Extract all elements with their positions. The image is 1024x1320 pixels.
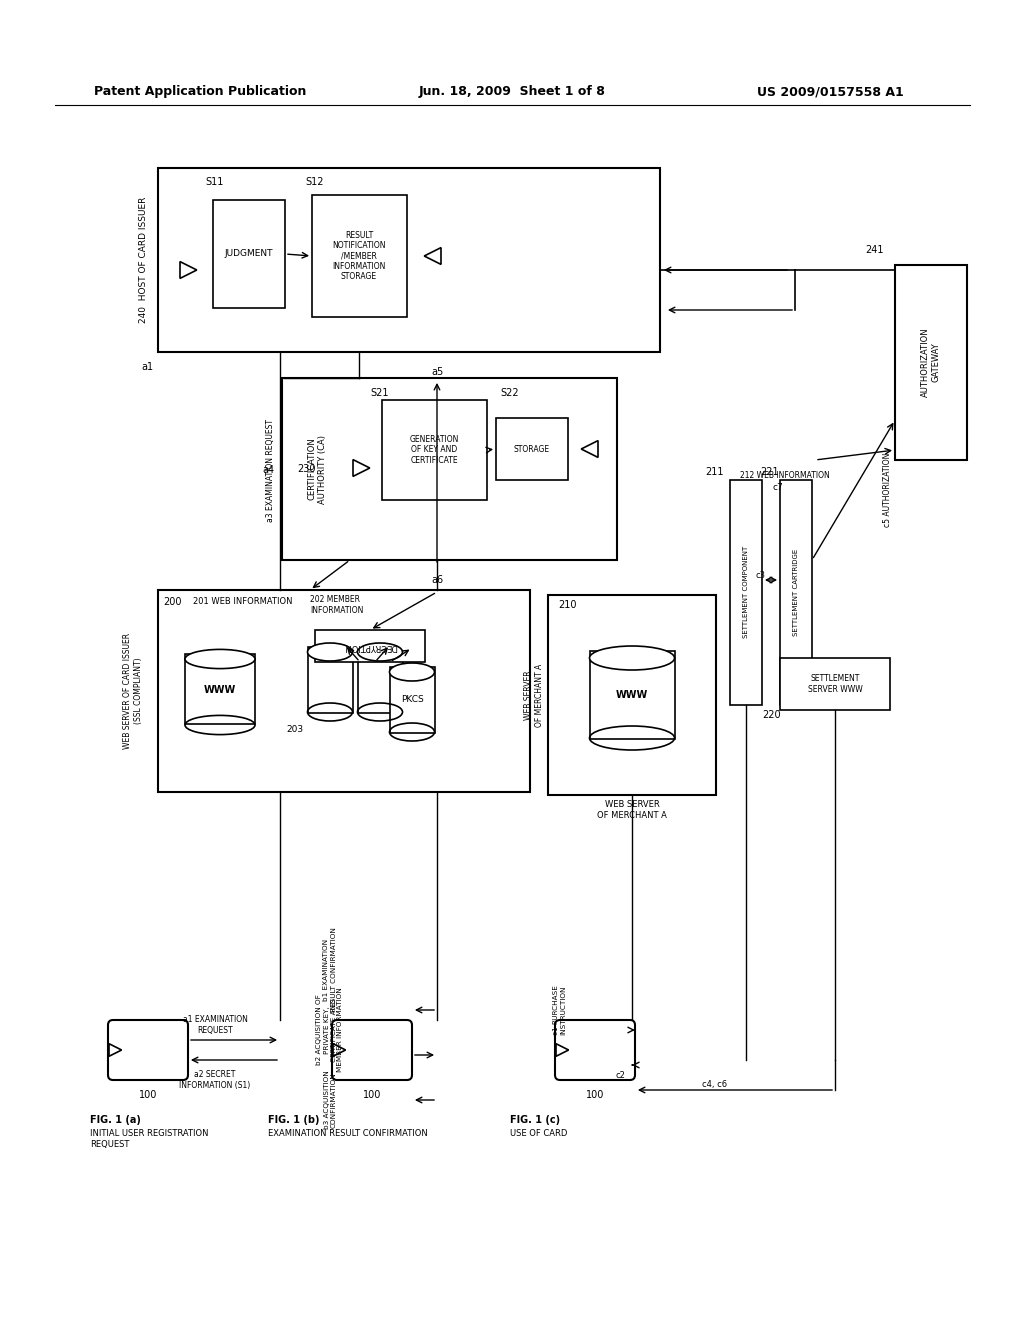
Bar bbox=[590, 651, 675, 739]
Bar bbox=[158, 168, 660, 352]
Text: US 2009/0157558 A1: US 2009/0157558 A1 bbox=[757, 86, 903, 99]
Bar bbox=[185, 653, 255, 725]
Text: a6: a6 bbox=[431, 576, 443, 585]
Text: 240  HOST OF CARD ISSUER: 240 HOST OF CARD ISSUER bbox=[138, 197, 147, 323]
Text: 100: 100 bbox=[586, 1090, 604, 1100]
Text: S12: S12 bbox=[305, 177, 324, 187]
Ellipse shape bbox=[389, 663, 434, 681]
FancyBboxPatch shape bbox=[332, 1020, 412, 1080]
Text: SETTLEMENT COMPONENT: SETTLEMENT COMPONENT bbox=[743, 546, 749, 638]
Text: c2: c2 bbox=[615, 1071, 625, 1080]
Text: INITIAL USER REGISTRATION: INITIAL USER REGISTRATION bbox=[90, 1129, 209, 1138]
Bar bbox=[730, 480, 762, 705]
Text: CERTIFICATION
AUTHORITY (CA): CERTIFICATION AUTHORITY (CA) bbox=[307, 434, 327, 503]
Bar bbox=[158, 590, 530, 792]
Text: SETTLEMENT
SERVER WWW: SETTLEMENT SERVER WWW bbox=[808, 675, 862, 694]
Text: FIG. 1 (c): FIG. 1 (c) bbox=[510, 1115, 560, 1125]
Bar bbox=[382, 400, 487, 500]
Ellipse shape bbox=[357, 643, 402, 661]
Text: b2 ACQUISITION OF
PRIVATE KEY,
CERTIFICATE AND
MEMBER INFORMATION: b2 ACQUISITION OF PRIVATE KEY, CERTIFICA… bbox=[316, 987, 343, 1072]
Text: c7: c7 bbox=[773, 483, 783, 492]
Text: a4: a4 bbox=[262, 465, 274, 475]
Text: a5: a5 bbox=[431, 367, 443, 378]
Text: USE OF CARD: USE OF CARD bbox=[510, 1129, 567, 1138]
Bar bbox=[282, 378, 617, 560]
Bar bbox=[496, 418, 568, 480]
Text: 221: 221 bbox=[761, 467, 779, 477]
Text: b3 ACQUISITION
CONFIRMATION: b3 ACQUISITION CONFIRMATION bbox=[324, 1071, 337, 1130]
Text: c4, c6: c4, c6 bbox=[702, 1081, 728, 1089]
Text: 100: 100 bbox=[362, 1090, 381, 1100]
Text: a2 SECRET
INFORMATION (S1): a2 SECRET INFORMATION (S1) bbox=[179, 1071, 251, 1090]
Text: FIG. 1 (b): FIG. 1 (b) bbox=[268, 1115, 319, 1125]
Text: c5 AUTHORIZATION: c5 AUTHORIZATION bbox=[883, 453, 892, 527]
Text: DECRYPTION: DECRYPTION bbox=[343, 642, 397, 651]
Bar bbox=[312, 195, 407, 317]
Text: a1 EXAMINATION
REQUEST: a1 EXAMINATION REQUEST bbox=[182, 1015, 248, 1035]
Text: 200: 200 bbox=[163, 597, 181, 607]
Text: WWW: WWW bbox=[204, 685, 237, 696]
Text: STORAGE: STORAGE bbox=[514, 445, 550, 454]
Bar bbox=[315, 630, 425, 663]
Text: GENERATION
OF KEY AND
CERTIFICATE: GENERATION OF KEY AND CERTIFICATE bbox=[410, 436, 459, 465]
Bar bbox=[213, 201, 285, 308]
Text: 202 MEMBER
INFORMATION: 202 MEMBER INFORMATION bbox=[310, 595, 364, 615]
Bar bbox=[308, 647, 353, 713]
Text: 220: 220 bbox=[763, 710, 781, 719]
Text: a3 EXAMINATION REQUEST: a3 EXAMINATION REQUEST bbox=[265, 420, 274, 523]
Text: JUDGMENT: JUDGMENT bbox=[224, 249, 273, 259]
Text: 201 WEB INFORMATION: 201 WEB INFORMATION bbox=[193, 598, 293, 606]
Text: AUTHORIZATION
GATEWAY: AUTHORIZATION GATEWAY bbox=[922, 327, 941, 397]
Bar bbox=[358, 647, 403, 713]
Text: RESULT
NOTIFICATION
/MEMBER
INFORMATION
STORAGE: RESULT NOTIFICATION /MEMBER INFORMATION … bbox=[332, 231, 386, 281]
Text: 210: 210 bbox=[558, 601, 577, 610]
Text: Jun. 18, 2009  Sheet 1 of 8: Jun. 18, 2009 Sheet 1 of 8 bbox=[419, 86, 605, 99]
Text: WWW: WWW bbox=[615, 690, 648, 700]
Bar bbox=[780, 480, 812, 705]
FancyBboxPatch shape bbox=[555, 1020, 635, 1080]
Bar bbox=[780, 657, 890, 710]
Text: 212 WEB INFORMATION: 212 WEB INFORMATION bbox=[740, 470, 829, 479]
Text: S11: S11 bbox=[205, 177, 223, 187]
Bar bbox=[548, 595, 716, 795]
Ellipse shape bbox=[307, 643, 352, 661]
Ellipse shape bbox=[185, 649, 255, 669]
Text: REQUEST: REQUEST bbox=[90, 1140, 129, 1150]
Text: S22: S22 bbox=[500, 388, 518, 399]
Text: FIG. 1 (a): FIG. 1 (a) bbox=[90, 1115, 141, 1125]
Text: c1 PURCHASE
INSTRUCTION: c1 PURCHASE INSTRUCTION bbox=[554, 985, 566, 1035]
Text: b1 EXAMINATION
RESULT CONFIRMATION: b1 EXAMINATION RESULT CONFIRMATION bbox=[324, 928, 337, 1012]
Text: 230: 230 bbox=[297, 465, 315, 474]
Text: Patent Application Publication: Patent Application Publication bbox=[94, 86, 306, 99]
Text: 203: 203 bbox=[287, 726, 303, 734]
Text: S21: S21 bbox=[370, 388, 388, 399]
FancyBboxPatch shape bbox=[108, 1020, 188, 1080]
Text: SETTLEMENT CARTRIDGE: SETTLEMENT CARTRIDGE bbox=[793, 548, 799, 636]
Text: EXAMINATION RESULT CONFIRMATION: EXAMINATION RESULT CONFIRMATION bbox=[268, 1129, 428, 1138]
Text: 241: 241 bbox=[865, 246, 885, 255]
Text: 211: 211 bbox=[706, 467, 724, 477]
Text: WEB SERVER
OF MERCHANT A: WEB SERVER OF MERCHANT A bbox=[597, 800, 667, 820]
Text: WEB SERVER OF CARD ISSUER
(SSL COMPLIANT): WEB SERVER OF CARD ISSUER (SSL COMPLIANT… bbox=[123, 632, 142, 748]
Bar bbox=[390, 667, 435, 733]
Text: PKCS: PKCS bbox=[400, 696, 423, 705]
Text: WEB SERVER
OF MERCHANT A: WEB SERVER OF MERCHANT A bbox=[524, 664, 544, 726]
Text: 100: 100 bbox=[139, 1090, 158, 1100]
Bar bbox=[895, 265, 967, 459]
Text: a1: a1 bbox=[141, 362, 153, 372]
Text: c3: c3 bbox=[755, 570, 765, 579]
Ellipse shape bbox=[590, 645, 675, 671]
